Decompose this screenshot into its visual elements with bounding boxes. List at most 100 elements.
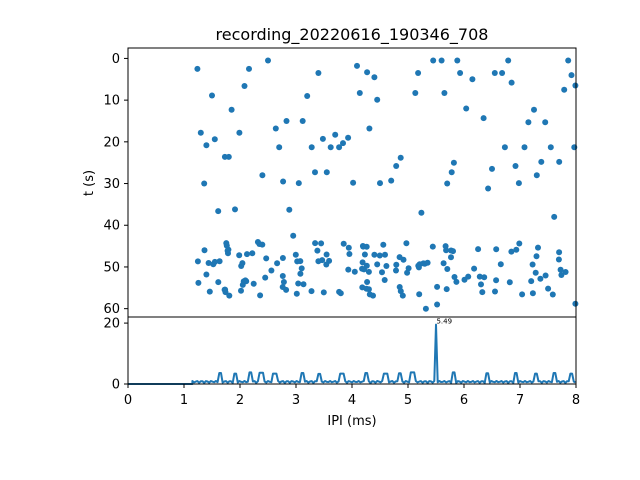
raster-point (492, 288, 498, 295)
raster-point (244, 251, 250, 258)
raster-point (533, 172, 540, 179)
raster-point (236, 252, 243, 259)
raster-point (323, 261, 330, 268)
raster-point (440, 260, 447, 267)
y-tick-label: 50 (103, 260, 120, 275)
raster-point (340, 140, 346, 147)
raster-point (203, 142, 210, 149)
raster-point (450, 248, 456, 255)
y-tick-label: 40 (103, 219, 120, 234)
raster-point (361, 251, 368, 258)
ipi-histogram (128, 323, 576, 385)
raster-point (415, 264, 422, 271)
raster-point (457, 70, 464, 76)
raster-point (238, 287, 244, 294)
raster-points (194, 57, 579, 312)
raster-point (370, 292, 376, 299)
raster-point (506, 279, 513, 286)
raster-point (201, 247, 208, 254)
raster-point (319, 135, 326, 142)
raster-point (211, 258, 218, 265)
raster-point (336, 144, 343, 151)
raster-point (274, 260, 281, 267)
raster-point (314, 247, 321, 254)
raster-point (515, 180, 522, 187)
raster-point (297, 270, 304, 277)
raster-point (443, 286, 450, 293)
raster-point (232, 206, 238, 213)
raster-point (327, 144, 334, 151)
y-tick-label: 60 (103, 302, 120, 317)
raster-point (262, 274, 269, 281)
raster-point (497, 261, 504, 268)
y-tick-label: 30 (103, 177, 120, 192)
raster-point (453, 278, 460, 285)
raster-point (374, 261, 381, 268)
raster-point (323, 251, 330, 258)
histogram-panel: 0 20 0 1 2 3 4 5 6 7 8 5.49 IPI (ms) (103, 316, 580, 429)
raster-point (346, 251, 353, 257)
raster-point (203, 271, 210, 278)
raster-point (236, 129, 243, 136)
chart-title: recording_20220616_190346_708 (216, 25, 489, 45)
raster-point (340, 240, 347, 247)
raster-point (542, 119, 549, 126)
histogram-axes-frame (127, 316, 577, 385)
raster-point (485, 185, 492, 192)
raster-point (312, 169, 318, 176)
raster-point (412, 90, 419, 96)
raster-point (516, 240, 523, 247)
raster-point (350, 179, 357, 186)
raster-point (476, 273, 483, 280)
raster-point (239, 260, 246, 267)
histogram-y-ticks: 0 20 (103, 317, 128, 393)
histogram-x-ticks: 0 1 2 3 4 5 6 7 8 (124, 384, 580, 408)
raster-point (363, 262, 370, 269)
raster-point (508, 248, 515, 255)
raster-point (226, 292, 233, 299)
raster-point (293, 290, 300, 297)
raster-point (215, 279, 222, 286)
raster-point (380, 241, 387, 248)
raster-point (493, 277, 500, 284)
raster-point (528, 278, 535, 285)
raster-point (562, 269, 569, 275)
raster-point (549, 291, 556, 298)
raster-point (418, 209, 425, 216)
raster-point (211, 136, 218, 143)
raster-point (393, 267, 399, 274)
raster-point (397, 288, 404, 295)
raster-point (323, 169, 330, 176)
raster-point (295, 180, 302, 187)
x-tick-label: 3 (292, 393, 300, 408)
raster-point (379, 269, 385, 276)
x-tick-label: 8 (572, 393, 580, 408)
raster-point (545, 285, 552, 292)
raster-point (364, 69, 371, 76)
raster-point (438, 57, 445, 64)
y-tick-label: 0 (112, 52, 120, 67)
raster-point (241, 83, 248, 89)
raster-point (480, 115, 487, 122)
y-tick-label: 0 (112, 378, 120, 393)
raster-point (465, 273, 472, 280)
raster-point (383, 263, 390, 269)
y-tick-label: 20 (103, 135, 120, 150)
x-tick-label: 0 (124, 393, 132, 408)
raster-point (286, 206, 293, 213)
raster-point (557, 266, 564, 273)
raster-point (531, 106, 537, 113)
x-tick-label: 1 (180, 393, 188, 408)
raster-point (451, 274, 458, 280)
raster-point (512, 163, 519, 169)
raster-point (521, 144, 528, 151)
raster-point (354, 62, 360, 69)
raster-point (396, 254, 403, 261)
raster-point (393, 163, 400, 169)
raster-point (318, 240, 325, 247)
raster-point (538, 158, 545, 165)
raster-point (454, 57, 461, 64)
raster-point (424, 259, 431, 266)
raster-point (345, 134, 352, 141)
raster-point (525, 119, 532, 126)
